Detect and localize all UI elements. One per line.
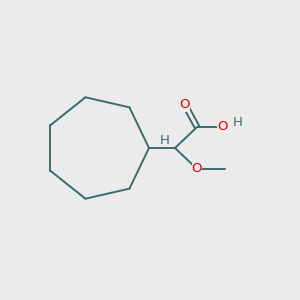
Text: H: H: [233, 116, 243, 128]
Text: H: H: [160, 134, 170, 146]
Text: O: O: [180, 98, 190, 112]
Text: O: O: [217, 121, 227, 134]
Text: O: O: [192, 163, 202, 176]
